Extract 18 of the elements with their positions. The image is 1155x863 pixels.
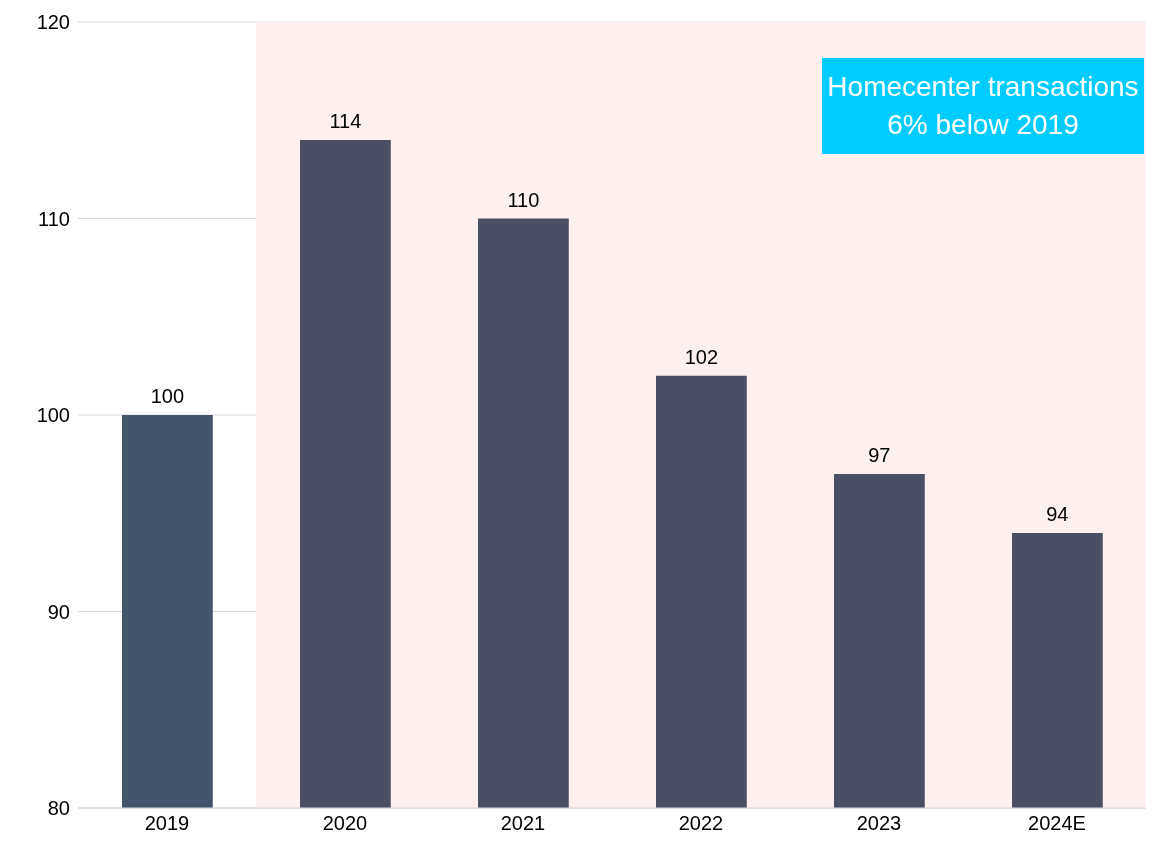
x-tick-label: 2024E [1028, 812, 1086, 835]
y-tick-label: 110 [38, 207, 70, 230]
x-tick-label: 2022 [678, 812, 724, 835]
x-tick-label: 2019 [144, 812, 190, 835]
x-tick-label: 2020 [322, 812, 368, 835]
data-label: 110 [507, 188, 540, 211]
data-label: 114 [329, 109, 362, 132]
annotation: Homecenter transactions 6% below 2019 [822, 58, 1144, 154]
data-label: 94 [1046, 502, 1069, 525]
data-label: 100 [150, 385, 185, 407]
y-tick-label: 100 [36, 404, 70, 427]
y-tick-label: 90 [47, 600, 70, 623]
x-tick-label: 2021 [500, 812, 546, 835]
data-label: 102 [684, 345, 719, 368]
y-tick-label: 80 [47, 797, 70, 820]
y-tick-label: 120 [36, 11, 70, 34]
data-label: 97 [868, 443, 891, 466]
x-tick-label: 2023 [856, 812, 902, 835]
